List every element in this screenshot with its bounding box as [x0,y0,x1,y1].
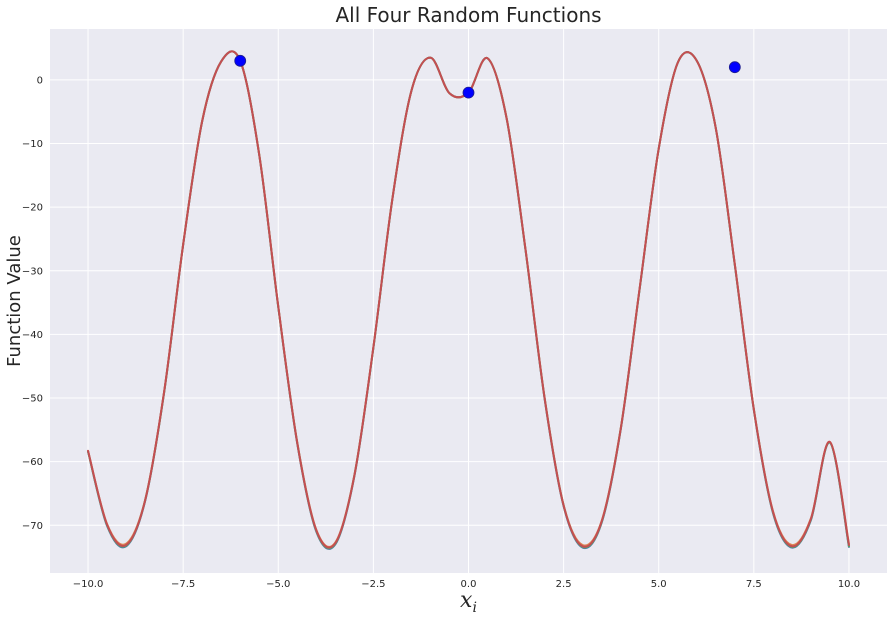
x-tick-label: 7.5 [746,579,762,590]
data-point [234,54,247,67]
x-tick-label: 5.0 [651,579,667,590]
grid [50,29,887,573]
x-tick-label: −7.5 [171,579,195,590]
x-tick-label: 10.0 [838,579,860,590]
y-tick-label: 0 [37,75,43,86]
points-layer [234,54,741,99]
y-tick-label: −60 [22,457,43,468]
x-axis-label-subscript: i [472,600,476,616]
y-tick-label: −40 [22,330,43,341]
y-tick-labels: −70 −60 −50 −40 −30 −20 −10 0 [22,75,43,531]
x-tick-label: 2.5 [556,579,572,590]
x-tick-label: −2.5 [361,579,385,590]
y-tick-label: −50 [22,394,43,405]
x-tick-label: −5.0 [266,579,290,590]
x-tick-label: 0.0 [461,579,477,590]
x-tick-labels: −10.0 −7.5 −5.0 −2.5 0.0 2.5 5.0 7.5 10.0 [73,579,860,590]
y-tick-label: −70 [22,521,43,532]
data-point [728,61,741,74]
data-point [462,86,475,99]
x-axis-label-main: x [460,588,473,613]
x-tick-label: −10.0 [73,579,104,590]
y-tick-label: −20 [22,203,43,214]
chart-title: All Four Random Functions [335,3,601,27]
y-tick-label: −30 [22,266,43,277]
x-axis-label: xi [460,588,477,616]
y-axis-label: Function Value [4,235,25,367]
y-tick-label: −10 [22,139,43,150]
